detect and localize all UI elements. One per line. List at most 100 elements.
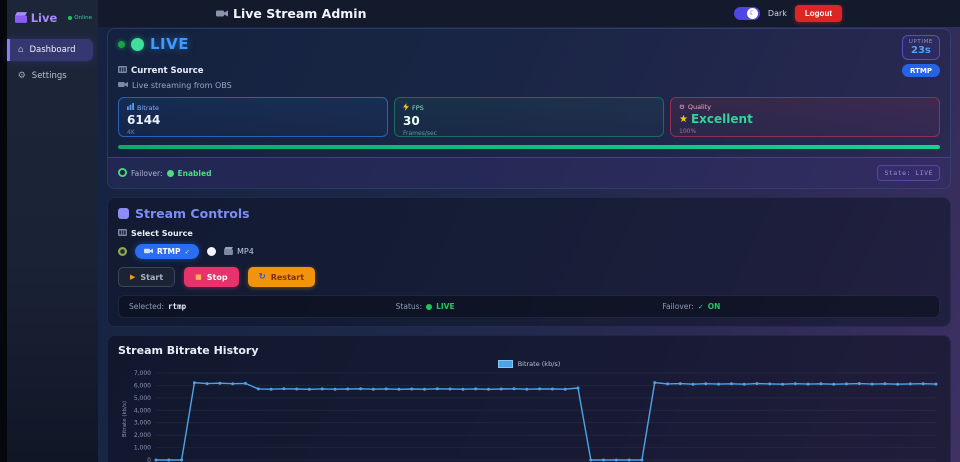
camera-icon (118, 81, 128, 90)
svg-text:6,000: 6,000 (134, 382, 151, 389)
current-source-label: Current Source (131, 65, 204, 76)
check-icon: ✓ (697, 302, 704, 311)
fps-value: 30 (403, 114, 420, 128)
mp4-option[interactable]: MP4 (224, 246, 254, 257)
pulse-dot-icon (118, 40, 125, 48)
failover-status: Failover: Enabled (118, 167, 212, 179)
start-button-label: Start (140, 272, 164, 282)
sidebar-item-dashboard[interactable]: ⌂ Dashboard (6, 39, 93, 61)
source-description-row: Live streaming from OBS (108, 81, 950, 90)
quality-value: Excellent (690, 112, 753, 126)
main-column: Live Stream Admin ☾ Dark Logout LIVE (98, 0, 960, 462)
svg-text:Bitrate (kb/s): Bitrate (kb/s) (122, 401, 128, 437)
svg-text:0: 0 (147, 457, 151, 462)
svg-text:7,000: 7,000 (134, 370, 151, 377)
topbar: Live Stream Admin ☾ Dark Logout (98, 0, 960, 27)
window-left-edge (0, 0, 7, 462)
stop-icon: ■ (195, 273, 202, 281)
control-buttons: ▶ Start ■ Stop ↻ Restart (118, 267, 940, 287)
mp4-radio[interactable] (206, 247, 216, 256)
status-dot-icon (426, 303, 433, 310)
bitrate-sub: 4K (127, 129, 135, 136)
status-label: Status: (395, 302, 423, 311)
chart-title: Stream Bitrate History (118, 344, 259, 357)
mp4-option-label: MP4 (236, 247, 254, 256)
select-source-label: Select Source (131, 229, 193, 238)
purple-square-icon (118, 208, 129, 219)
bitrate-line-chart: 0 1,000 2,000 3,000 4,000 5,000 6,000 7,000 Bitr… (122, 370, 938, 462)
selected-label: Selected: (129, 302, 165, 311)
failover-dot-icon (166, 169, 174, 177)
theme-toggle[interactable]: ☾ (733, 7, 760, 20)
start-button[interactable]: ▶ Start (118, 267, 176, 287)
stop-button[interactable]: ■ Stop (184, 267, 239, 287)
movie-camera-icon (216, 6, 228, 21)
check-icon: ✓ (184, 247, 190, 256)
moon-icon: ☾ (746, 8, 758, 19)
protocol-badge: RTMP (902, 64, 940, 77)
home-icon: ⌂ (17, 44, 24, 55)
stream-status: Status: LIVE (396, 302, 663, 311)
failover-strip-status: Failover: ✓ ON (662, 302, 929, 311)
restart-button[interactable]: ↻ Restart (247, 267, 316, 287)
health-progress-fill (118, 145, 940, 149)
rtmp-radio[interactable] (118, 247, 127, 256)
play-icon: ▶ (130, 273, 136, 281)
chart-legend: Bitrate (kb/s) (118, 360, 940, 368)
bitrate-history-panel: Stream Bitrate History Bitrate (kb/s) 0 1… (107, 335, 951, 462)
select-source-row: Select Source (118, 229, 940, 238)
live-row: LIVE UPTIME 23s (108, 29, 950, 60)
rtmp-option-pill[interactable]: RTMP ✓ (135, 244, 199, 259)
failover-value: Enabled (177, 168, 212, 178)
stream-controls-title-text: Stream Controls (135, 206, 250, 221)
green-circle-icon (131, 37, 144, 51)
stat-cards: Bitrate 6144 4K FPS 30 Frames/ (108, 97, 950, 137)
failover-strip-value: ON (707, 302, 721, 311)
svg-text:2,000: 2,000 (134, 432, 151, 439)
sidebar-item-settings[interactable]: ⚙ Settings (7, 65, 93, 87)
bitrate-label: Bitrate (137, 103, 160, 112)
film-strip-icon (118, 229, 127, 238)
sidebar-item-label: Settings (31, 71, 67, 81)
current-source-title: Current Source (118, 65, 204, 76)
app-title: Live Stream Admin (216, 6, 367, 21)
star-icon: ★ (679, 113, 688, 125)
restart-button-label: Restart (270, 272, 305, 282)
quality-label: Quality (687, 103, 712, 111)
quality-card: ⚙ Quality ★ Excellent 100% (670, 97, 940, 137)
app-title-text: Live Stream Admin (233, 6, 367, 21)
logout-button[interactable]: Logout (794, 5, 842, 22)
fps-card: FPS 30 Frames/sec (394, 97, 664, 137)
topbar-actions: ☾ Dark Logout (733, 5, 842, 22)
uptime-label: UPTIME (908, 39, 933, 45)
source-description: Live streaming from OBS (132, 81, 232, 90)
sidebar: Live Online ⌂ Dashboard ⚙ Settings (6, 0, 98, 462)
selected-source-status: Selected: rtmp (129, 302, 396, 311)
state-badge: State: LIVE (877, 165, 940, 181)
failover-footer: Failover: Enabled State: LIVE (108, 157, 950, 188)
legend-label: Bitrate (kb/s) (517, 360, 561, 368)
logo-text: Live (30, 10, 58, 25)
film-strip-icon (118, 65, 127, 76)
legend-swatch-icon (497, 360, 513, 368)
gear-icon: ⚙ (17, 70, 26, 81)
restart-icon: ↻ (258, 272, 266, 282)
online-dot-icon (68, 15, 73, 20)
status-value: LIVE (436, 302, 455, 311)
content-area: LIVE UPTIME 23s Current Source RTMP (98, 27, 960, 462)
live-status-panel: LIVE UPTIME 23s Current Source RTMP (107, 28, 951, 189)
gear-small-icon: ⚙ (679, 103, 685, 111)
stream-controls-title: Stream Controls (118, 206, 940, 221)
svg-text:3,000: 3,000 (134, 420, 151, 427)
logo-row: Live Online (7, 0, 98, 37)
sidebar-item-label: Dashboard (29, 45, 76, 55)
source-header: Current Source RTMP (108, 64, 950, 77)
selected-value: rtmp (168, 302, 187, 311)
uptime-box: UPTIME 23s (901, 35, 940, 60)
uptime-value: 23s (910, 45, 931, 56)
theme-label: Dark (767, 9, 787, 18)
bar-chart-icon (127, 103, 134, 112)
online-label: Online (74, 14, 92, 21)
bitrate-value: 6144 (127, 113, 161, 127)
